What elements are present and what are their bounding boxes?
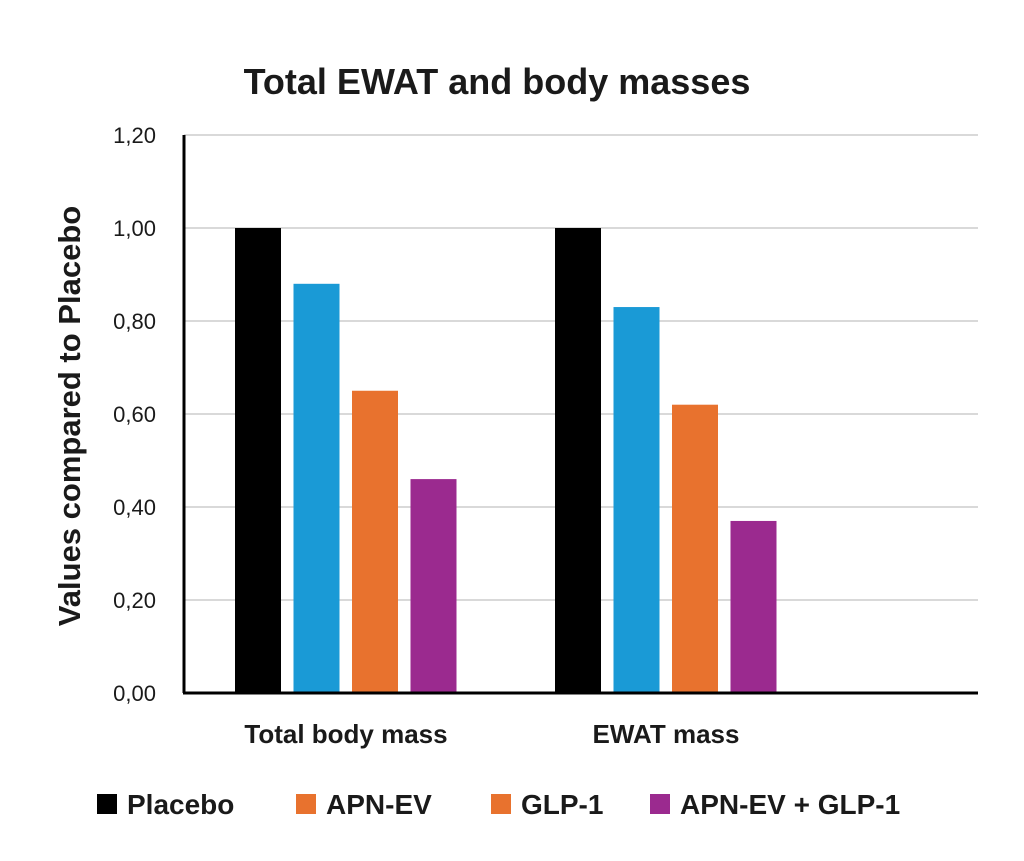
legend-swatch bbox=[491, 794, 511, 814]
y-tick-label: 1,00 bbox=[113, 216, 156, 241]
bar bbox=[613, 307, 660, 693]
legend-label: GLP-1 bbox=[521, 789, 603, 820]
bar bbox=[293, 283, 340, 693]
legend-label: APN-EV + GLP-1 bbox=[680, 789, 900, 820]
legend-swatch bbox=[296, 794, 316, 814]
bars bbox=[235, 228, 777, 693]
y-tick-labels: 0,00 0,20 0,40 0,60 0,80 1,00 1,20 bbox=[113, 123, 156, 706]
y-tick-label: 0,20 bbox=[113, 588, 156, 613]
axes bbox=[182, 135, 978, 695]
y-tick-label: 0,40 bbox=[113, 495, 156, 520]
legend-label: APN-EV bbox=[326, 789, 432, 820]
legend: Placebo APN-EV GLP-1 APN-EV + GLP-1 bbox=[97, 789, 900, 820]
y-axis-label: Values compared to Placebo bbox=[52, 206, 87, 626]
x-tick-label: EWAT mass bbox=[593, 719, 740, 749]
bar bbox=[555, 228, 601, 693]
legend-swatch bbox=[97, 794, 117, 814]
bar bbox=[235, 228, 281, 693]
legend-label: Placebo bbox=[127, 789, 234, 820]
bar bbox=[410, 479, 457, 693]
y-tick-label: 0,00 bbox=[113, 681, 156, 706]
y-tick-label: 0,60 bbox=[113, 402, 156, 427]
bar bbox=[730, 520, 777, 693]
chart-title: Total EWAT and body masses bbox=[244, 61, 751, 102]
legend-swatch bbox=[650, 794, 670, 814]
y-tick-label: 1,20 bbox=[113, 123, 156, 148]
bar bbox=[672, 404, 718, 693]
y-tick-label: 0,80 bbox=[113, 309, 156, 334]
bar bbox=[352, 390, 398, 693]
x-tick-label: Total body mass bbox=[244, 719, 447, 749]
x-tick-labels: Total body mass EWAT mass bbox=[244, 719, 739, 749]
